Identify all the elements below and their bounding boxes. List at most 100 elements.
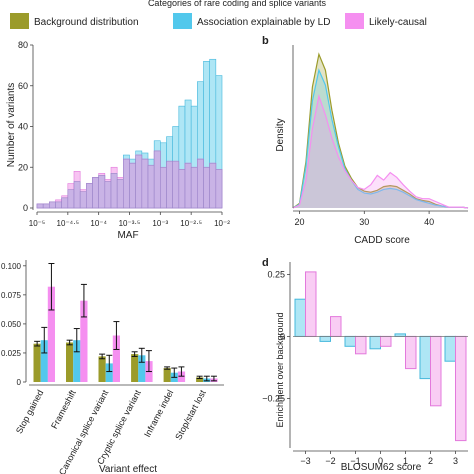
- blosum-bar-0-0: [294, 298, 306, 337]
- effect-category-label-0: Stop gained: [14, 388, 45, 435]
- legend-label-background: Background distribution: [34, 17, 139, 28]
- blosum-ytick-label-1: 0: [280, 331, 285, 341]
- blosum-bar-1-0: [305, 271, 317, 337]
- maf-xtick-label-6: 10⁻²: [214, 219, 230, 228]
- legend-title: Categories of rare coding and splice var…: [148, 0, 327, 8]
- effect-ytick-label-3: 0.075: [1, 291, 22, 300]
- maf-bar-2-28: [209, 162, 217, 209]
- maf-bar-2-17: [141, 158, 149, 209]
- blosum-bar-0-3: [369, 335, 381, 350]
- maf-bar-2-12: [110, 173, 118, 209]
- effect-bar-1-3: [138, 355, 146, 382]
- blosum-category-label-4: 1: [403, 456, 408, 466]
- blosum-bar-0-1: [319, 335, 331, 342]
- maf-bar-2-24: [184, 162, 192, 209]
- blosum-ytick-label-2: −0.25: [262, 393, 285, 403]
- effect-bar-1-2: [105, 363, 113, 382]
- maf-ytick-label-1: 20: [18, 162, 28, 172]
- maf-bar-2-21: [166, 160, 173, 209]
- cadd-area-2: [293, 96, 468, 208]
- maf-ytick-label-2: 40: [18, 122, 28, 132]
- effect-bar-1-0: [40, 340, 48, 382]
- maf-bar-2-6: [73, 181, 81, 209]
- cadd-ylabel: Density: [275, 118, 286, 151]
- maf-bar-2-4: [61, 197, 69, 209]
- maf-bar-2-2: [49, 201, 56, 209]
- blosum-bar-0-2: [344, 335, 356, 347]
- effect-bar-0-4: [163, 368, 171, 382]
- effect-bar-0-5: [196, 377, 204, 382]
- blosum-category-label-3: 0: [378, 456, 383, 466]
- effect-bar-0-0: [33, 343, 41, 382]
- maf-bar-2-10: [98, 175, 106, 209]
- maf-bar-2-7: [79, 191, 87, 209]
- panel-label-d: d: [262, 257, 269, 269]
- maf-bar-2-14: [123, 158, 130, 209]
- effect-bar-0-2: [98, 356, 106, 382]
- maf-bar-2-27: [203, 166, 210, 209]
- maf-xtick-label-3: 10⁻³·⁵: [119, 219, 141, 228]
- maf-bar-2-22: [172, 160, 180, 209]
- effect-bar-1-1: [73, 340, 81, 382]
- maf-xlabel: MAF: [117, 230, 138, 241]
- effect-ytick-label-4: 0.100: [1, 262, 22, 271]
- maf-ytick-label-4: 80: [18, 40, 28, 50]
- panel-label-b: b: [262, 35, 269, 47]
- blosum-ylabel: Enrichment over background: [275, 312, 285, 427]
- legend-swatch-ld: [173, 13, 192, 29]
- cadd-area-1: [293, 70, 468, 208]
- maf-ylabel: Number of variants: [6, 83, 17, 167]
- maf-bar-2-0: [36, 203, 44, 209]
- effect-bar-2-1: [80, 300, 88, 382]
- cadd-line-1: [292, 68, 469, 209]
- cadd-density-chart: Density CADD score 20 30 40: [275, 45, 469, 246]
- maf-bar-2-11: [104, 181, 112, 209]
- maf-bar-2-9: [92, 177, 99, 209]
- effect-category-label-5: Stop/start lost: [173, 388, 208, 442]
- legend-swatch-background: [10, 13, 29, 29]
- blosum-category-label-6: 3: [453, 456, 458, 466]
- blosum-bar-0-5: [419, 335, 431, 380]
- maf-ytick-label-0: 0: [23, 203, 28, 213]
- maf-bar-2-25: [190, 166, 198, 209]
- maf-xtick-label-4: 10⁻³: [152, 219, 168, 228]
- cadd-xtick-label-0: 20: [294, 217, 304, 227]
- legend: Background distribution Association expl…: [10, 13, 427, 29]
- blosum-bar-1-2: [355, 335, 367, 355]
- blosum-enrichment-chart: Enrichment over background BLOSUM62 scor…: [262, 262, 468, 473]
- effect-category-label-1: Frameshift: [49, 388, 78, 431]
- blosum-bar-1-6: [455, 335, 467, 442]
- maf-bar-2-26: [197, 158, 204, 209]
- maf-xtick-label-2: 10⁻⁴: [90, 219, 107, 228]
- cadd-xtick-label-1: 30: [359, 217, 369, 227]
- maf-bar-2-8: [86, 183, 93, 209]
- maf-bar-2-29: [215, 168, 223, 209]
- legend-label-causal: Likely-causal: [369, 17, 427, 28]
- blosum-category-label-1: −2: [325, 456, 335, 466]
- variant-effect-xlabel: Variant effect: [99, 464, 157, 474]
- maf-bar-2-3: [55, 201, 62, 209]
- variant-effect-chart: Variant effect 0 0.025 0.050 0.075 0.100 Stop…: [1, 260, 224, 474]
- maf-bar-2-15: [129, 162, 136, 209]
- maf-bar-2-5: [67, 189, 75, 209]
- blosum-category-label-0: −3: [300, 456, 310, 466]
- blosum-bar-1-1: [330, 316, 342, 337]
- maf-xtick-label-0: 10⁻⁵: [29, 219, 45, 228]
- cadd-area-0: [293, 54, 468, 208]
- legend-swatch-causal: [345, 13, 364, 29]
- blosum-bar-0-6: [444, 335, 456, 362]
- effect-bar-2-0: [47, 286, 55, 382]
- effect-category-label-4: Inframe indel: [142, 388, 175, 439]
- maf-bar-2-16: [135, 154, 143, 209]
- effect-ytick-label-0: 0: [17, 378, 22, 387]
- effect-bar-2-4: [177, 371, 186, 382]
- blosum-category-label-2: −1: [350, 456, 360, 466]
- maf-bar-2-20: [160, 166, 167, 209]
- cadd-xtick-label-2: 40: [424, 217, 434, 227]
- blosum-category-label-5: 2: [428, 456, 433, 466]
- maf-bar-2-13: [116, 179, 124, 209]
- blosum-xlabel: BLOSUM62 score: [341, 462, 422, 473]
- effect-ytick-label-2: 0.050: [1, 320, 22, 329]
- effect-bar-2-2: [112, 335, 120, 382]
- maf-xtick-label-1: 10⁻⁴·⁵: [57, 219, 80, 228]
